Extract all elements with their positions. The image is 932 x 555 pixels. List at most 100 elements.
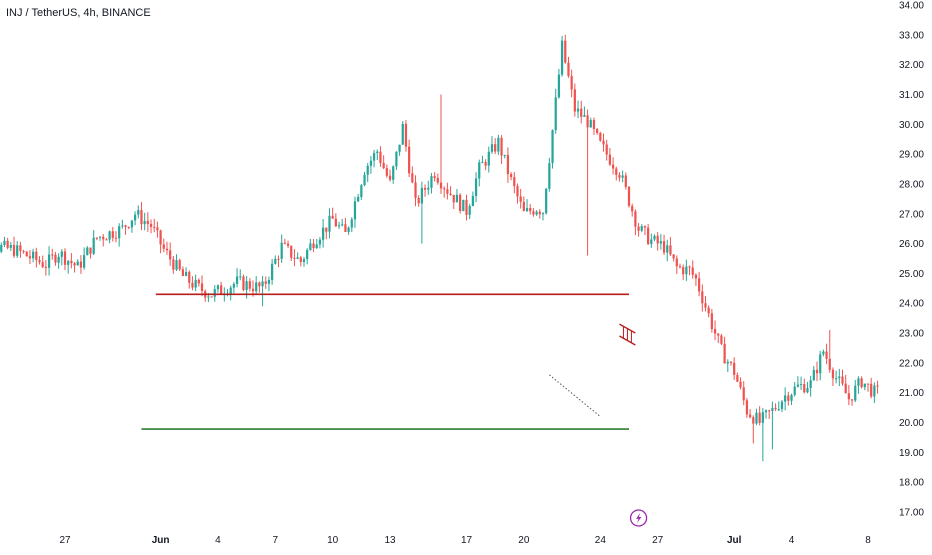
candle-body bbox=[471, 195, 474, 207]
candle-body bbox=[704, 303, 707, 308]
candle-body bbox=[44, 266, 47, 268]
candle-body bbox=[207, 296, 210, 298]
y-tick-label: 21.00 bbox=[899, 388, 924, 399]
candle-body bbox=[423, 187, 427, 190]
candle-body bbox=[220, 285, 223, 294]
candle-body bbox=[506, 154, 510, 175]
candle-body bbox=[401, 123, 404, 145]
candle-body bbox=[656, 235, 659, 244]
candle-body bbox=[197, 279, 200, 284]
x-tick-label: 7 bbox=[273, 535, 279, 546]
candle-body bbox=[790, 394, 793, 401]
candle-body bbox=[271, 263, 274, 281]
candle-body bbox=[9, 244, 12, 248]
candle-body bbox=[777, 409, 780, 411]
candle-body bbox=[194, 279, 197, 288]
candle-body bbox=[478, 162, 481, 179]
candle-body bbox=[251, 288, 255, 292]
candle-body bbox=[130, 220, 134, 228]
candle-body bbox=[733, 362, 736, 375]
candle-body bbox=[47, 254, 51, 268]
y-tick-label: 25.00 bbox=[899, 269, 924, 280]
candle-body bbox=[806, 388, 809, 393]
candle-body bbox=[321, 227, 325, 240]
y-tick-label: 34.00 bbox=[899, 1, 924, 12]
candle-body bbox=[309, 243, 312, 251]
candle-body bbox=[121, 225, 124, 227]
candle-body bbox=[634, 211, 637, 227]
candle-body bbox=[181, 269, 185, 276]
candle-body bbox=[366, 165, 369, 175]
candle-body bbox=[73, 263, 76, 266]
candle-body bbox=[560, 40, 564, 75]
candle-body bbox=[688, 266, 691, 268]
candle-body bbox=[659, 241, 662, 244]
candle-body bbox=[165, 248, 169, 251]
candle-body bbox=[465, 199, 468, 215]
candle-body bbox=[768, 410, 771, 412]
candle-body bbox=[736, 374, 739, 382]
lightning-glyph bbox=[636, 513, 642, 523]
y-tick-label: 29.00 bbox=[899, 150, 924, 161]
candle-body bbox=[484, 162, 487, 166]
candle-body bbox=[739, 381, 742, 388]
candle-body bbox=[318, 239, 322, 245]
y-tick-label: 19.00 bbox=[899, 448, 924, 459]
candle-body bbox=[701, 291, 704, 304]
candle-body bbox=[682, 267, 685, 275]
candle-body bbox=[79, 261, 83, 268]
candle-body bbox=[580, 108, 583, 117]
candle-body bbox=[446, 189, 449, 194]
candle-body bbox=[697, 278, 701, 292]
candle-body bbox=[427, 187, 430, 190]
candle-body bbox=[408, 146, 411, 174]
candle-body bbox=[787, 395, 790, 401]
candle-body bbox=[98, 236, 102, 238]
candle-body bbox=[277, 258, 280, 260]
candle-body bbox=[621, 175, 624, 178]
candle-body bbox=[624, 175, 627, 187]
candle-body bbox=[825, 351, 828, 359]
candle-body bbox=[503, 154, 506, 156]
candle-body bbox=[672, 254, 675, 259]
y-tick-label: 32.00 bbox=[899, 60, 924, 71]
candle-body bbox=[793, 386, 796, 395]
x-tick-label: 20 bbox=[518, 535, 530, 546]
candle-body bbox=[159, 230, 162, 245]
candle-body bbox=[586, 115, 589, 128]
candle-body bbox=[835, 378, 838, 380]
x-tick-label: 27 bbox=[652, 535, 664, 546]
candle-body bbox=[873, 385, 876, 397]
candle-body bbox=[0, 245, 3, 252]
candle-body bbox=[328, 215, 331, 232]
candle-body bbox=[449, 193, 452, 195]
candle-body bbox=[398, 144, 401, 152]
candle-body bbox=[452, 194, 455, 203]
candle-body bbox=[51, 254, 54, 256]
candle-body bbox=[296, 257, 299, 259]
candle-body bbox=[439, 182, 443, 189]
candle-body bbox=[841, 376, 844, 384]
candle-body bbox=[819, 354, 822, 374]
candle-body bbox=[828, 358, 831, 370]
candle-body bbox=[729, 361, 733, 363]
candle-body bbox=[525, 207, 529, 211]
y-tick-label: 27.00 bbox=[899, 209, 924, 220]
candle-body bbox=[127, 227, 130, 229]
candle-body bbox=[643, 226, 647, 228]
candle-body bbox=[191, 282, 194, 288]
candle-body bbox=[596, 128, 599, 133]
candle-body bbox=[809, 380, 812, 389]
candle-body bbox=[653, 235, 656, 240]
candle-body bbox=[54, 254, 57, 263]
y-tick-label: 28.00 bbox=[899, 179, 924, 190]
candle-body bbox=[803, 384, 806, 393]
candle-body bbox=[184, 271, 188, 276]
y-tick-label: 22.00 bbox=[899, 358, 924, 369]
x-tick-label: 10 bbox=[327, 535, 339, 546]
candle-body bbox=[748, 414, 752, 418]
candle-body bbox=[315, 244, 318, 249]
y-tick-label: 17.00 bbox=[899, 508, 924, 519]
